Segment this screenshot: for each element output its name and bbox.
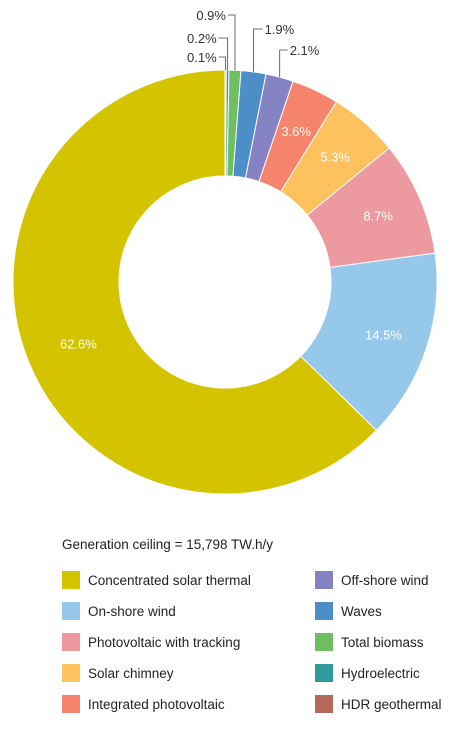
donut-chart: 3.6% 5.3% 8.7% 14.5% 62.6% 2.1% 1.9% 0.9% 0.2% 0.… (12, 8, 438, 495)
legend-item-waves: Waves (315, 601, 382, 621)
legend-label: Waves (341, 603, 382, 619)
data-label-on-shore-wind: 14.5% (365, 327, 402, 342)
legend-swatch (62, 633, 80, 651)
legend-swatch (315, 633, 333, 651)
generation-ceiling-caption: Generation ceiling = 15,798 TW.h/y (62, 537, 274, 552)
legend-item-solar-chimney: Solar chimney (62, 663, 174, 683)
legend-item-hdr-geothermal: HDR geothermal (315, 694, 442, 714)
legend-label: Hydroelectric (341, 665, 420, 681)
data-label-off-shore-wind: 2.1% (290, 43, 320, 58)
legend-label: Concentrated solar thermal (88, 572, 251, 588)
legend-label: Solar chimney (88, 665, 174, 681)
leader-hydroelectric (218, 37, 229, 71)
legend-item-on-shore-wind: On-shore wind (62, 601, 176, 621)
legend-item-off-shore-wind: Off-shore wind (315, 570, 429, 590)
legend-swatch (315, 571, 333, 589)
data-label-integrated-photovoltaic: 3.6% (281, 124, 311, 139)
legend-item-concentrated-solar-thermal: Concentrated solar thermal (62, 570, 251, 590)
legend-label: Off-shore wind (341, 572, 429, 588)
leader-total-biomass (227, 14, 236, 71)
legend-item-integrated-photovoltaic: Integrated photovoltaic (62, 694, 225, 714)
data-label-solar-chimney: 5.3% (320, 149, 350, 164)
leader-waves (253, 28, 263, 72)
legend-swatch (315, 695, 333, 713)
data-label-total-biomass: 0.9% (196, 8, 226, 23)
legend-swatch (315, 602, 333, 620)
leader-off-shore-wind (279, 49, 288, 78)
legend-swatch (62, 664, 80, 682)
legend-item-total-biomass: Total biomass (315, 632, 424, 652)
data-label-concentrated-solar-thermal: 62.6% (60, 337, 97, 352)
data-label-hdr-geothermal: 0.1% (187, 50, 217, 65)
legend-swatch (315, 664, 333, 682)
legend-label: Photovoltaic with tracking (88, 634, 241, 650)
data-label-waves: 1.9% (265, 22, 295, 37)
data-label-photovoltaic-with-tracking: 8.7% (363, 208, 393, 223)
data-label-hydroelectric: 0.2% (187, 31, 217, 46)
legend-swatch (62, 695, 80, 713)
legend-swatch (62, 571, 80, 589)
legend-label: On-shore wind (88, 603, 176, 619)
slice-concentrated-solar-thermal (12, 69, 378, 495)
legend-swatch (62, 602, 80, 620)
legend-item-hydroelectric: Hydroelectric (315, 663, 420, 683)
legend-label: Integrated photovoltaic (88, 696, 225, 712)
legend-label: Total biomass (341, 634, 424, 650)
legend-label: HDR geothermal (341, 696, 442, 712)
legend-item-photovoltaic-with-tracking: Photovoltaic with tracking (62, 632, 240, 652)
leader-hdr-geothermal (218, 56, 227, 71)
